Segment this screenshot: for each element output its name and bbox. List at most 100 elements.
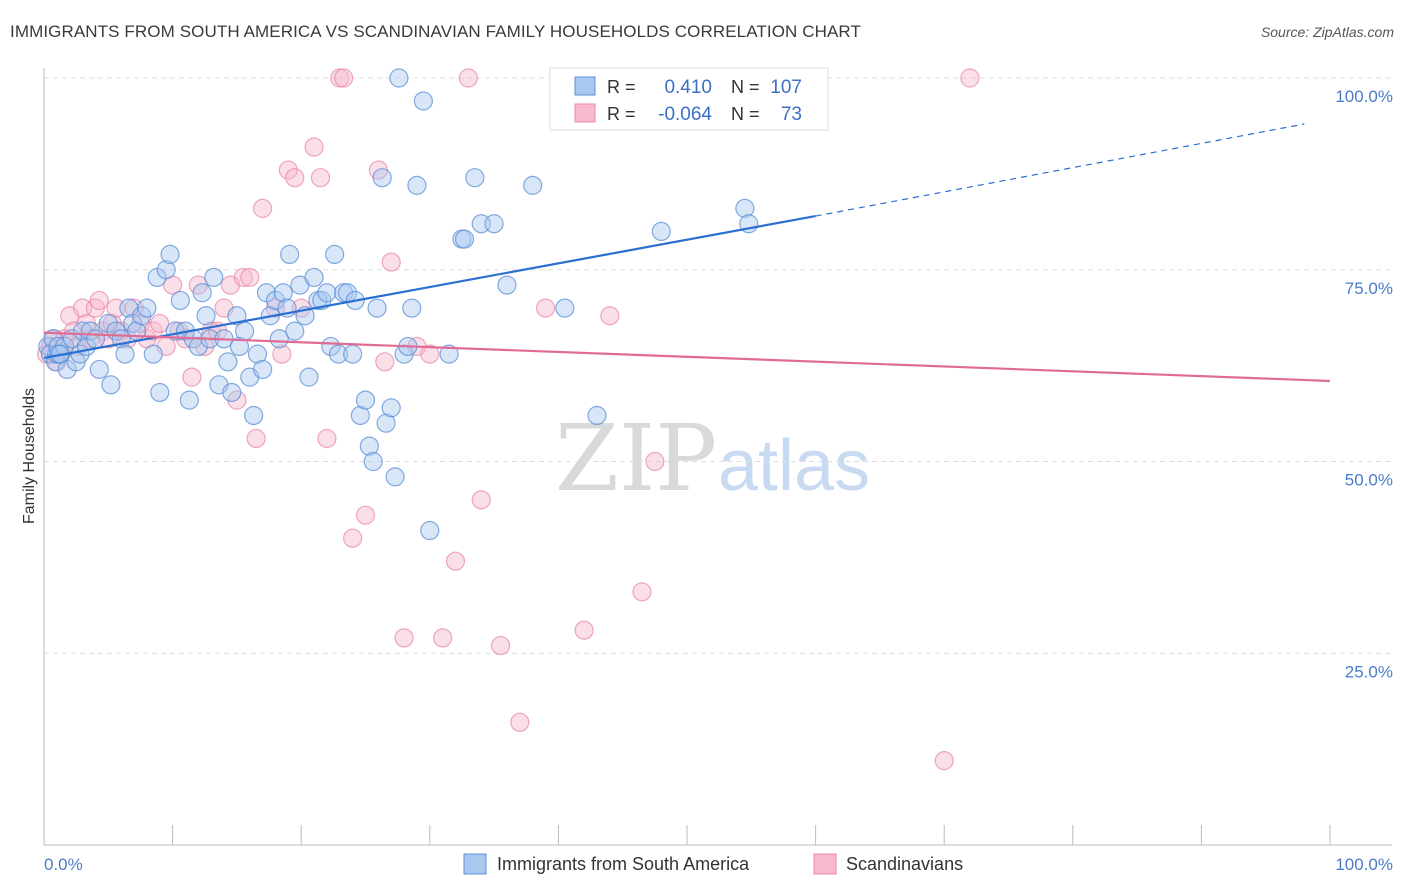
south-america-point [407, 175, 427, 195]
scandinavians-point [632, 582, 652, 602]
south-america-point [587, 405, 607, 426]
south-america-point [280, 244, 300, 265]
trend-lines [43, 123, 1331, 383]
south-america-point [454, 229, 475, 249]
scandinavians-point [233, 267, 253, 288]
scandinavians-point [535, 298, 556, 318]
south-america-point [376, 413, 396, 433]
south-america-point [735, 198, 755, 218]
x-tick-label-min: 0.0% [44, 855, 83, 874]
x-tick-label-max: 100.0% [1335, 855, 1393, 874]
scandinavians-point [600, 306, 620, 326]
bottom-legend-swatch-blue [463, 853, 487, 875]
south-america-point [253, 359, 273, 380]
watermark-atlas: atlas [718, 426, 870, 506]
scandinavians-point [490, 635, 511, 656]
south-america-point [156, 260, 176, 280]
south-america-trend-line [43, 214, 816, 360]
south-america-point [222, 382, 242, 403]
scandinavians-point [375, 352, 395, 372]
scandinavians-point [458, 68, 478, 88]
south-america-point [523, 175, 543, 195]
south-america-point [484, 214, 504, 234]
scandinavians-point [310, 168, 331, 188]
south-america-point [179, 390, 199, 410]
scandinavians-point [182, 367, 202, 387]
south-america-trend-extension [815, 123, 1305, 217]
scandinavians-point [272, 344, 292, 364]
south-america-point [273, 283, 293, 303]
scandinavians-point [471, 490, 491, 510]
south-america-point [137, 298, 157, 318]
scandinavians-point [240, 267, 260, 288]
scandinavians-point [355, 505, 376, 525]
scandinavians-point [394, 628, 414, 648]
south-america-point [328, 344, 349, 364]
south-america-point [325, 244, 345, 265]
scandinavians-point [246, 428, 266, 449]
scandinavians-point [510, 712, 530, 732]
series-legend: Immigrants from South America Scandinavi… [463, 853, 963, 875]
south-america-point [555, 298, 575, 318]
south-america-point [101, 375, 121, 395]
south-america-point [299, 367, 319, 387]
scandinavians-point [645, 451, 665, 472]
scandinavians-point [445, 551, 466, 571]
south-america-point [115, 344, 135, 364]
scandinavians-point [278, 160, 298, 180]
south-america-point [317, 283, 337, 303]
south-america-point [196, 306, 216, 326]
y-tick-label: 100.0% [1335, 87, 1393, 106]
south-america-point [229, 336, 250, 357]
watermark: ZIP atlas [555, 405, 870, 512]
south-america-point [235, 321, 255, 341]
south-america-point [89, 359, 109, 380]
south-america-point [143, 344, 163, 364]
legend-r-label-pink: R = [607, 104, 636, 124]
south-america-point [150, 382, 170, 403]
south-america-point [265, 290, 286, 311]
bottom-legend-label-blue: Immigrants from South America [497, 854, 750, 874]
legend-n-label-blue: N = [731, 77, 760, 97]
south-america-point [385, 467, 405, 487]
south-america-point [204, 267, 224, 288]
south-america-point [350, 405, 370, 426]
stats-legend: R = 0.410 N = 107 R = -0.064 N = 73 [549, 67, 829, 131]
scandinavians-point [89, 290, 109, 311]
y-tick-label: 50.0% [1345, 471, 1393, 490]
scandinavians-point [381, 252, 401, 272]
legend-r-value-pink: -0.064 [658, 104, 712, 125]
legend-n-label-pink: N = [731, 104, 760, 124]
scandinavians-point [150, 313, 170, 334]
south-america-point [285, 321, 305, 341]
south-america-point [372, 168, 392, 188]
axes [43, 68, 1392, 846]
scandinavians-point [934, 751, 954, 771]
south-america-point [98, 313, 118, 334]
scandinavians-point [304, 137, 324, 157]
south-america-point [363, 451, 383, 472]
legend-r-label-blue: R = [607, 77, 636, 97]
bottom-legend-swatch-pink [813, 853, 837, 875]
scandinavians-point [285, 168, 305, 188]
scandinavians-point [343, 528, 363, 548]
scandinavians-point [420, 344, 440, 364]
south-america-point [244, 405, 264, 426]
y-tick-label: 25.0% [1345, 662, 1393, 681]
grid-lines [44, 77, 1392, 654]
south-america-point [465, 168, 485, 188]
scandinavians-point [960, 68, 980, 88]
y-tick-label: 75.0% [1345, 279, 1393, 298]
south-america-point [218, 352, 238, 372]
south-america-point [227, 306, 247, 326]
legend-swatch-blue [574, 76, 596, 96]
y-tick-labels: 25.0% 50.0% 75.0% 100.0% [1335, 87, 1393, 681]
watermark-zip: ZIP [555, 405, 717, 512]
south-america-point [381, 398, 401, 418]
bottom-legend-label-pink: Scandinavians [846, 854, 963, 874]
scandinavians-point [334, 68, 354, 88]
south-america-point [269, 329, 289, 349]
south-america-point [413, 91, 433, 111]
legend-n-value-pink: 73 [781, 104, 802, 125]
